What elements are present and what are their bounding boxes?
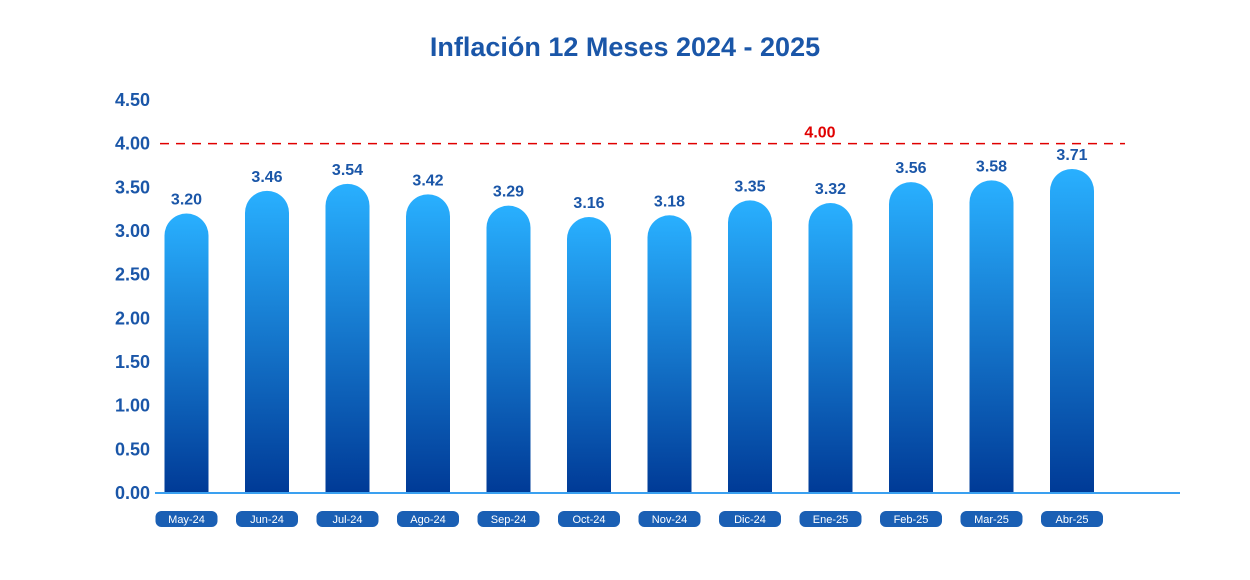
x-tick-label: Jul-24: [333, 514, 363, 526]
bar: [406, 194, 450, 493]
bar: [325, 183, 370, 493]
data-label: 3.16: [573, 195, 604, 212]
bar: [647, 215, 692, 493]
y-axis: 0.00 0.50 1.00 1.50 2.00 2.50 3.00 3.50 4.00 4.50: [115, 90, 150, 503]
x-tick-pill: [397, 511, 459, 527]
x-tick-pill: [960, 511, 1023, 527]
x-tick-pill: [638, 511, 701, 527]
bar: [969, 180, 1014, 493]
data-label: 3.42: [412, 172, 443, 189]
data-label: 3.35: [734, 178, 765, 195]
y-tick-label: 2.00: [115, 308, 150, 328]
x-tick-label: May-24: [168, 514, 205, 526]
x-tick-label: Sep-24: [491, 514, 526, 526]
x-tick-label: Nov-24: [652, 514, 687, 526]
bar: [567, 217, 611, 493]
chart-title: Inflación 12 Meses 2024 - 2025: [430, 32, 820, 62]
x-tick-label: Oct-24: [572, 514, 605, 526]
data-label: 3.18: [654, 193, 685, 210]
data-label: 3.29: [493, 184, 524, 201]
x-tick-pill: [477, 511, 540, 527]
x-tick-pill: [719, 511, 781, 527]
x-tick-label: Dic-24: [734, 514, 766, 526]
data-label: 3.20: [171, 192, 202, 209]
bar: [808, 203, 853, 493]
bar: [889, 182, 933, 494]
x-tick-label: Jun-24: [250, 514, 284, 526]
reference-line-group: 4.00: [160, 125, 1125, 145]
data-label: 3.58: [976, 158, 1007, 175]
data-label: 3.71: [1056, 147, 1087, 164]
x-tick-label: Ene-25: [813, 514, 848, 526]
x-tick-pill: [1041, 511, 1103, 527]
y-tick-label: 2.50: [115, 265, 150, 285]
x-tick-label: Feb-25: [894, 514, 929, 526]
y-tick-label: 4.50: [115, 90, 150, 110]
x-tick-label: Mar-25: [974, 514, 1009, 526]
data-label: 3.56: [895, 160, 926, 177]
bars: 3.20 3.46 3.54 3.42 3.29 3.16 3.18 3.35 3.32 3.56…: [164, 147, 1094, 494]
y-tick-label: 0.50: [115, 439, 150, 459]
x-tick-label: Abr-25: [1055, 514, 1088, 526]
data-label: 3.32: [815, 181, 846, 198]
bar: [728, 200, 772, 493]
y-tick-label: 4.00: [115, 134, 150, 154]
data-label: 3.54: [332, 162, 363, 179]
bar: [1050, 168, 1094, 493]
y-tick-label: 3.00: [115, 221, 150, 241]
x-tick-label: Ago-24: [410, 514, 445, 526]
data-label: 3.46: [251, 169, 282, 186]
y-tick-label: 1.50: [115, 352, 150, 372]
bar: [164, 213, 209, 493]
bar: [486, 205, 531, 493]
x-axis: May-24 Jun-24 Jul-24 Ago-24 Sep-24 Oct-24 Nov-…: [155, 492, 1180, 527]
x-tick-pill: [316, 511, 379, 527]
x-tick-pill: [880, 511, 942, 527]
reference-line-label: 4.00: [804, 125, 835, 142]
y-tick-label: 1.00: [115, 396, 150, 416]
bar: [245, 190, 289, 494]
x-tick-pill: [799, 511, 862, 527]
x-tick-pill: [236, 511, 298, 527]
y-tick-label: 0.00: [115, 483, 150, 503]
y-tick-label: 3.50: [115, 177, 150, 197]
x-tick-pill: [155, 511, 218, 527]
x-tick-pill: [558, 511, 620, 527]
